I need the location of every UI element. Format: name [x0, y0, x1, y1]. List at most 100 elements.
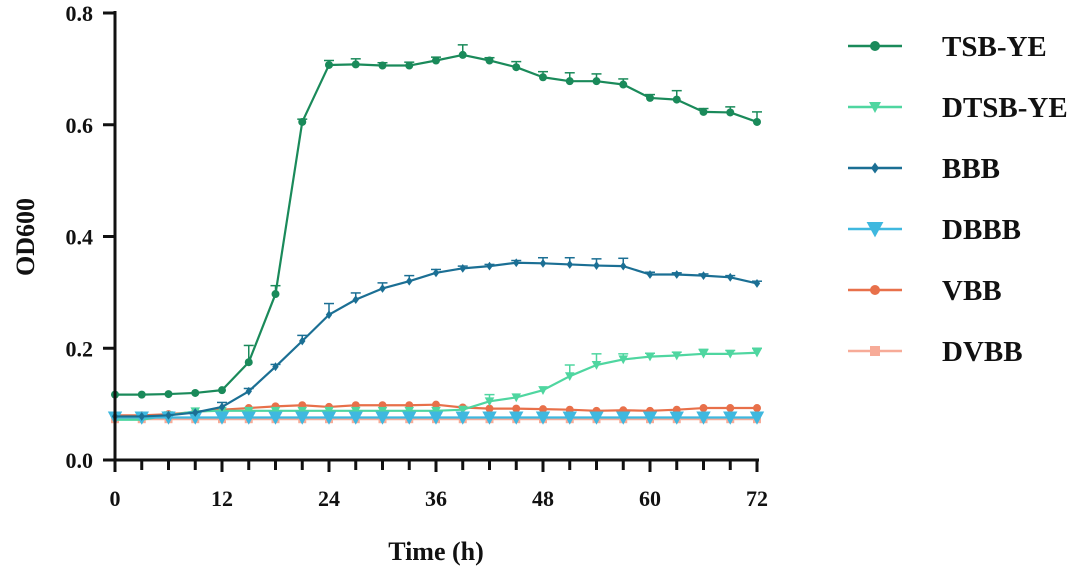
data-point [191, 388, 200, 397]
data-point [486, 261, 493, 271]
data-point [646, 270, 654, 279]
data-point [432, 400, 440, 409]
data-point [616, 411, 631, 425]
data-point [673, 270, 680, 279]
data-point [188, 411, 203, 425]
legend-label: DTSB-YE [942, 92, 1068, 124]
data-point [325, 60, 333, 69]
data-point [272, 362, 279, 372]
data-point [699, 404, 708, 413]
data-point [700, 271, 707, 281]
data-point [270, 406, 281, 416]
data-point [619, 80, 628, 89]
data-point [618, 355, 629, 365]
legend-label: VBB [942, 275, 1002, 307]
data-point [539, 405, 547, 414]
data-point [325, 310, 333, 320]
data-point [723, 411, 738, 425]
data-point [428, 411, 444, 425]
data-point [672, 95, 681, 104]
series-tsb-ye [111, 44, 762, 399]
data-point [727, 272, 734, 282]
x-tick-label: 48 [532, 486, 554, 511]
data-point [699, 107, 708, 116]
data-point [539, 258, 547, 268]
data-point [753, 404, 761, 413]
data-point [485, 56, 494, 65]
legend-item-dvbb: DVBB [848, 336, 1023, 368]
y-tick-label: 0.4 [66, 225, 94, 250]
data-point [324, 406, 334, 416]
data-point [458, 50, 467, 59]
data-point [432, 268, 440, 278]
data-point [352, 295, 359, 305]
legend-item-tsb-ye: TSB-YE [848, 31, 1047, 63]
data-point [165, 410, 172, 420]
legend-label: BBB [942, 153, 1000, 185]
data-point [726, 108, 735, 117]
legend-label: DVBB [942, 336, 1023, 368]
x-axis-label: Time (h) [388, 537, 484, 566]
y-tick-label: 0.8 [66, 1, 94, 26]
data-point [378, 61, 387, 70]
data-point [457, 405, 468, 415]
data-point [535, 411, 551, 425]
data-point [538, 386, 548, 395]
legend-label: TSB-YE [942, 31, 1047, 63]
data-point [348, 411, 363, 425]
x-tick-label: 12 [211, 486, 233, 511]
data-point [539, 73, 547, 82]
legend-item-bbb: BBB [848, 153, 1000, 185]
y-tick-label: 0.2 [66, 336, 94, 361]
data-point [218, 386, 226, 395]
series-line [115, 53, 758, 396]
data-point [137, 390, 146, 399]
data-point [509, 411, 524, 425]
data-point [484, 397, 495, 407]
data-point [405, 61, 414, 70]
data-point [351, 60, 360, 69]
data-point [432, 56, 440, 65]
data-point [566, 260, 573, 269]
data-point [512, 404, 521, 413]
legend-item-dbbb: DBBB [848, 214, 1021, 246]
data-point [402, 411, 417, 425]
data-point [513, 258, 520, 268]
data-point [726, 404, 735, 413]
data-point [592, 77, 601, 86]
data-point [298, 117, 307, 126]
data-point [593, 261, 600, 270]
data-point [564, 372, 575, 381]
series-dbbb [107, 411, 765, 425]
data-point [431, 406, 441, 416]
data-point [375, 411, 390, 425]
data-point [455, 411, 470, 425]
data-point [753, 117, 761, 126]
data-point [562, 411, 577, 425]
y-tick-label: 0.0 [66, 448, 94, 473]
data-point [268, 411, 283, 425]
legend-item-vbb: VBB [848, 275, 1002, 307]
data-point [646, 93, 654, 102]
data-point [245, 386, 252, 396]
data-point [271, 290, 280, 299]
data-point [645, 352, 655, 362]
data-point [218, 402, 226, 412]
legend-marker [870, 285, 880, 295]
legend: TSB-YE DTSB-YE BBB DBBB VBB DVBB [848, 31, 1068, 368]
data-point [589, 411, 604, 425]
series-line [115, 261, 758, 418]
legend-marker [869, 102, 881, 113]
data-point [192, 408, 199, 417]
y-axis-label: OD600 [11, 198, 40, 276]
data-point [214, 411, 230, 425]
data-point [404, 406, 415, 416]
legend-marker [870, 41, 880, 51]
data-point [459, 263, 466, 273]
data-point [241, 411, 256, 425]
legend-marker [870, 346, 880, 356]
data-point [164, 390, 173, 399]
data-point [350, 406, 361, 416]
data-point [671, 351, 682, 361]
